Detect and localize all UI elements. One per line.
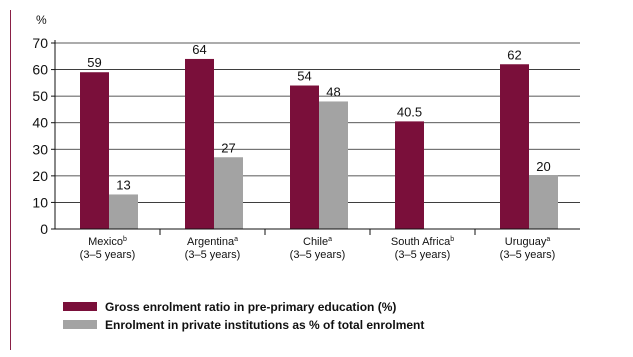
x-tick-label: Uruguaya <box>505 236 551 248</box>
y-tick-label: 50 <box>32 88 48 104</box>
y-tick-label: 10 <box>32 194 48 210</box>
x-axis-labels: Mexicob(3–5 years)Argentinaa(3–5 years)C… <box>80 229 556 261</box>
data-label: 40.5 <box>397 104 422 119</box>
x-tick-label-footnote: a <box>234 236 238 243</box>
x-tick-sublabel: (3–5 years) <box>395 249 451 261</box>
data-label: 54 <box>297 69 311 84</box>
x-tick-label-name: Chile <box>303 236 328 248</box>
bar <box>80 72 109 229</box>
data-label: 27 <box>221 140 235 155</box>
data-label: 48 <box>326 84 340 99</box>
y-tick-label: 0 <box>40 221 48 237</box>
data-label: 64 <box>192 42 206 57</box>
bar <box>500 64 529 229</box>
y-tick-label: 30 <box>32 141 48 157</box>
legend-label-gross-enrolment: Gross enrolment ratio in pre-primary edu… <box>105 299 397 314</box>
x-tick-label-name: Mexico <box>88 236 123 248</box>
bars: 59 13 64 27 54 48 40.5 62 20 <box>80 42 558 229</box>
x-tick-sublabel: (3–5 years) <box>80 249 136 261</box>
x-tick-label-footnote: a <box>546 236 550 243</box>
legend-label-private-institutions: Enrolment in private institutions as % o… <box>105 317 425 332</box>
legend-item-gross-enrolment: Gross enrolment ratio in pre-primary edu… <box>63 299 396 314</box>
x-tick-label-footnote: b <box>450 236 454 243</box>
legend-item-private-institutions: Enrolment in private institutions as % o… <box>63 317 424 332</box>
bar <box>185 58 214 229</box>
x-tick-label: Chilea <box>303 236 332 248</box>
x-tick-label: Mexicob <box>88 236 127 248</box>
bar <box>529 175 558 229</box>
x-tick-label: Argentinaa <box>187 236 238 248</box>
y-tick-label: 70 <box>32 35 48 51</box>
x-tick-label-footnote: a <box>328 236 332 243</box>
x-tick-label-footnote: b <box>123 236 127 243</box>
bar <box>109 194 138 229</box>
x-tick-label-name: Argentina <box>187 236 235 248</box>
x-tick-label: South Africab <box>391 236 454 248</box>
y-axis-label: % <box>36 13 47 27</box>
y-tick-label: 20 <box>32 168 48 184</box>
y-axis-ticks: 0 10 20 30 40 50 60 70 <box>32 35 55 237</box>
bar <box>290 85 319 229</box>
legend-swatch-gross-enrolment <box>63 302 97 312</box>
bar-chart: % 0 10 20 30 40 50 60 70 59 13 64 27 54 48 40.5 62 20 M… <box>32 13 580 261</box>
bar <box>395 121 424 229</box>
data-label: 59 <box>87 55 101 70</box>
x-tick-sublabel: (3–5 years) <box>290 249 346 261</box>
data-label: 62 <box>507 47 521 62</box>
grid-lines <box>55 42 580 203</box>
data-label: 13 <box>116 177 130 192</box>
x-tick-label-name: South Africa <box>391 236 451 248</box>
bar <box>319 101 348 229</box>
data-label: 20 <box>536 159 550 174</box>
x-tick-label-name: Uruguay <box>505 236 547 248</box>
x-tick-sublabel: (3–5 years) <box>500 249 556 261</box>
x-tick-sublabel: (3–5 years) <box>185 249 241 261</box>
bar <box>214 157 243 229</box>
legend-swatch-private-institutions <box>63 320 97 330</box>
y-tick-label: 60 <box>32 62 48 78</box>
y-tick-label: 40 <box>32 115 48 131</box>
left-rule <box>10 10 11 350</box>
